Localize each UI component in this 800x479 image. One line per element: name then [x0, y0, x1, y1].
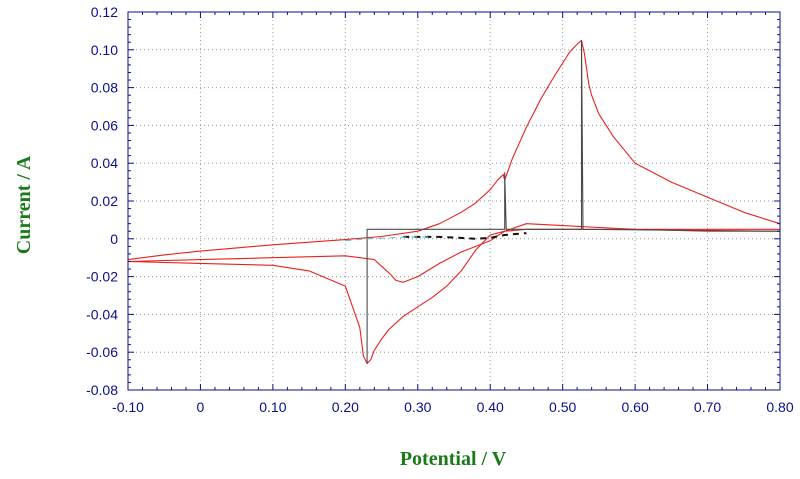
y-tick-label: 0.08 [91, 80, 118, 96]
series-line-6 [403, 232, 527, 240]
x-tick-label: 0.20 [332, 399, 359, 415]
y-tick-label: 0.04 [91, 155, 118, 171]
x-tick-labels: -0.10 0 0.10 0.20 0.30 0.40 0.50 0.60 0.70 0.80 [112, 399, 794, 415]
x-tick-label: 0 [197, 399, 205, 415]
series-line-7 [345, 236, 433, 242]
plot-frame [127, 11, 781, 391]
y-tick-label: -0.08 [86, 382, 118, 398]
grid-lines [128, 12, 780, 390]
x-axis-title: Potential / V [400, 448, 507, 470]
series-line-4 [127, 223, 780, 283]
x-tick-label: 0.40 [477, 399, 504, 415]
y-tick-label: -0.02 [86, 269, 118, 285]
axis-ticks [127, 12, 780, 391]
y-tick-label: 0.06 [91, 117, 118, 133]
series-line-1 [127, 173, 506, 261]
x-tick-label: 0.10 [259, 399, 286, 415]
y-axis-title: Current / A [13, 155, 35, 254]
series-line-5 [366, 39, 781, 364]
series-layer [127, 39, 781, 365]
x-tick-label: 0.70 [694, 399, 721, 415]
y-tick-label: 0 [110, 231, 118, 247]
x-tick-label: 0.30 [404, 399, 431, 415]
series-line-2 [504, 39, 781, 225]
series-line-3 [127, 228, 780, 365]
x-tick-label: -0.10 [112, 399, 144, 415]
y-tick-label: 0.02 [91, 193, 118, 209]
y-tick-label: 0.12 [91, 4, 118, 20]
y-tick-label: 0.10 [91, 42, 118, 58]
y-tick-labels: 0.12 0.10 0.08 0.06 0.04 0.02 0 -0.02 -0.04 -0.06… [86, 4, 118, 398]
y-tick-label: -0.04 [86, 306, 118, 322]
x-tick-label: 0.80 [766, 399, 793, 415]
x-tick-label: 0.60 [621, 399, 648, 415]
x-tick-label: 0.50 [549, 399, 576, 415]
y-tick-label: -0.06 [86, 344, 118, 360]
